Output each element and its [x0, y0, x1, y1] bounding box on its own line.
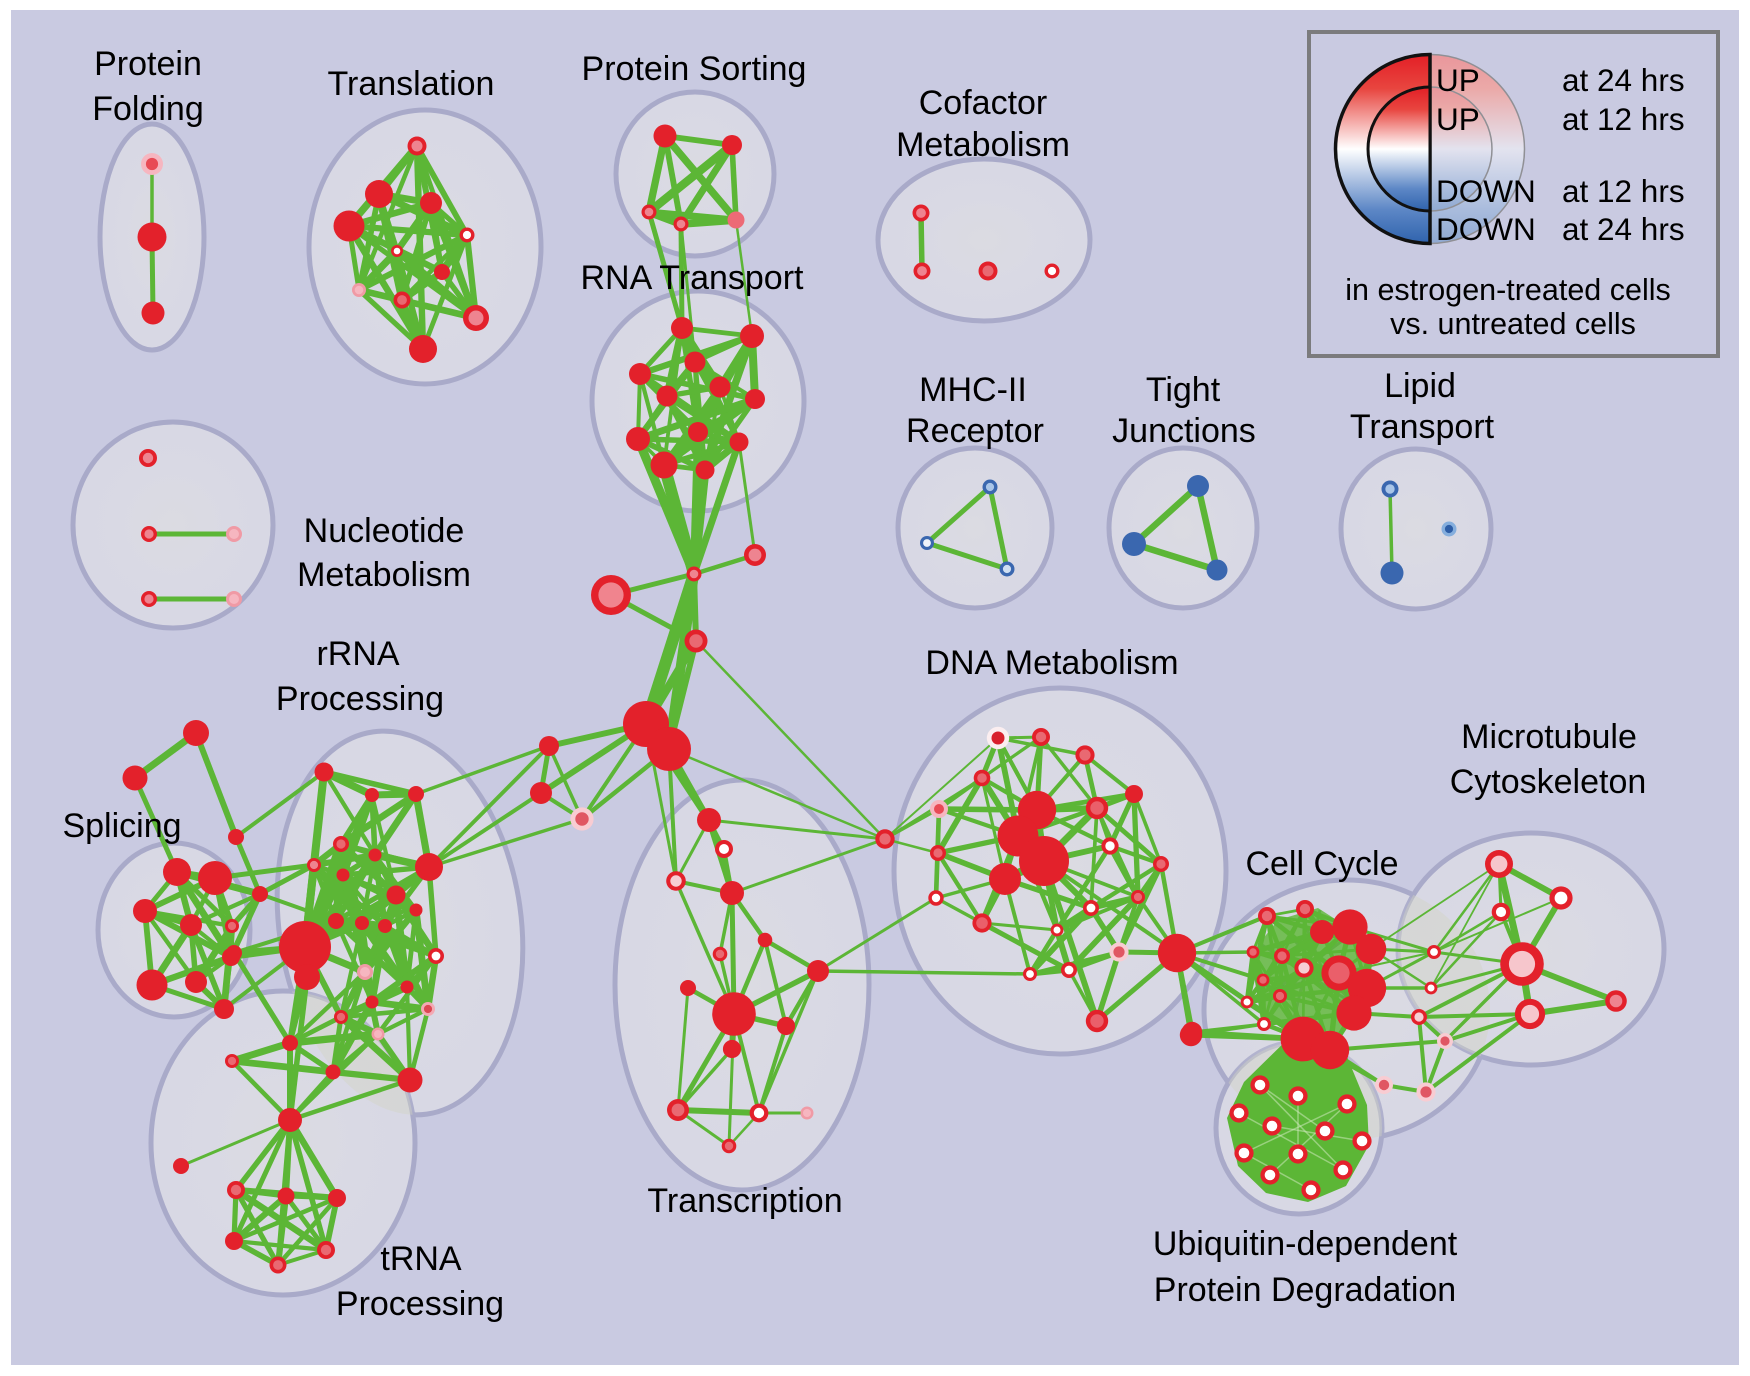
- svg-text:Processing: Processing: [276, 680, 444, 718]
- svg-text:Protein: Protein: [94, 45, 202, 83]
- svg-text:UP: UP: [1436, 101, 1480, 137]
- svg-text:Junctions: Junctions: [1112, 412, 1256, 450]
- svg-text:at 24 hrs: at 24 hrs: [1562, 211, 1685, 247]
- svg-text:Ubiquitin-dependent: Ubiquitin-dependent: [1153, 1225, 1458, 1263]
- svg-text:Protein Degradation: Protein Degradation: [1154, 1271, 1456, 1309]
- svg-text:at 24 hrs: at 24 hrs: [1562, 62, 1685, 98]
- svg-text:DOWN: DOWN: [1436, 173, 1536, 209]
- svg-text:Folding: Folding: [92, 90, 204, 128]
- svg-text:DNA Metabolism: DNA Metabolism: [925, 644, 1178, 682]
- svg-text:at 12 hrs: at 12 hrs: [1562, 173, 1685, 209]
- svg-text:Tight: Tight: [1146, 371, 1221, 409]
- svg-text:tRNA: tRNA: [380, 1240, 462, 1278]
- svg-text:Splicing: Splicing: [62, 807, 181, 845]
- svg-text:Transport: Transport: [1350, 408, 1495, 446]
- svg-text:at 12 hrs: at 12 hrs: [1562, 101, 1685, 137]
- svg-text:Microtubule: Microtubule: [1461, 718, 1637, 756]
- svg-text:in estrogen-treated cells: in estrogen-treated cells: [1345, 273, 1671, 307]
- svg-text:UP: UP: [1436, 62, 1480, 98]
- svg-text:Transcription: Transcription: [647, 1182, 842, 1220]
- svg-text:vs. untreated cells: vs. untreated cells: [1390, 307, 1636, 341]
- svg-text:Receptor: Receptor: [906, 412, 1044, 450]
- svg-text:Lipid: Lipid: [1384, 367, 1456, 405]
- svg-text:rRNA: rRNA: [316, 635, 399, 673]
- svg-text:Translation: Translation: [328, 65, 495, 103]
- svg-text:MHC-II: MHC-II: [919, 371, 1027, 409]
- svg-text:Cytoskeleton: Cytoskeleton: [1450, 763, 1647, 801]
- svg-text:Protein Sorting: Protein Sorting: [582, 50, 807, 88]
- svg-text:Processing: Processing: [336, 1285, 504, 1323]
- svg-text:Cell Cycle: Cell Cycle: [1245, 845, 1398, 883]
- svg-text:Metabolism: Metabolism: [297, 556, 471, 594]
- svg-text:Nucleotide: Nucleotide: [304, 512, 465, 550]
- svg-text:Cofactor: Cofactor: [919, 84, 1048, 122]
- svg-text:Metabolism: Metabolism: [896, 126, 1070, 164]
- svg-text:DOWN: DOWN: [1436, 211, 1536, 247]
- svg-text:RNA Transport: RNA Transport: [581, 259, 805, 297]
